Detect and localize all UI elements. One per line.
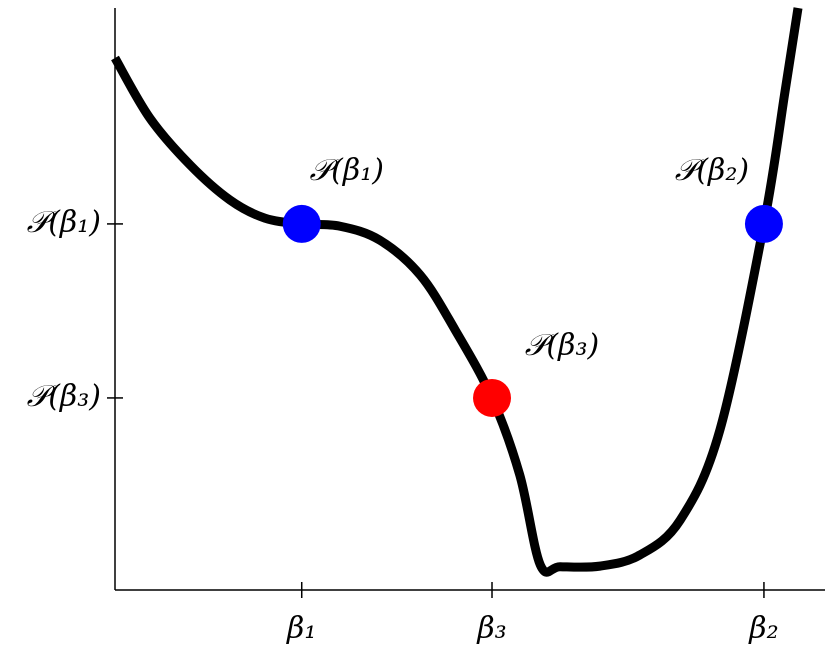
point — [744, 204, 783, 243]
x-tick-label: β₃ — [476, 611, 506, 646]
point-label: 𝒫(β₃) — [525, 328, 599, 363]
y-tick-label: 𝒫(β₁) — [27, 205, 101, 240]
point — [473, 378, 512, 417]
x-tick-label: β₂ — [748, 611, 778, 646]
point-label: 𝒫(β₂) — [675, 153, 749, 188]
x-tick-label: β₁ — [286, 611, 316, 646]
y-tick-label: 𝒫(β₃) — [27, 379, 101, 414]
curve — [111, 7, 803, 577]
point — [282, 204, 321, 243]
point-label: 𝒫(β₁) — [310, 153, 384, 188]
